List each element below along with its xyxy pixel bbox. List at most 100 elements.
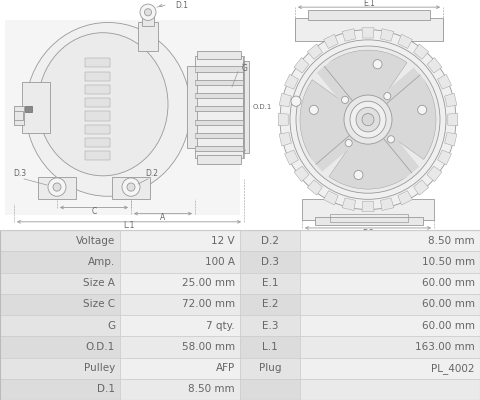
Text: D.1: D.1 [175, 1, 188, 10]
Circle shape [345, 140, 352, 147]
Circle shape [290, 40, 446, 199]
Bar [195, 56, 243, 158]
Circle shape [122, 178, 140, 196]
Wedge shape [384, 80, 436, 160]
Bar [300, 358, 480, 379]
Bar [22, 82, 50, 133]
Bar [142, 13, 154, 26]
Bar [14, 112, 23, 120]
Text: 58.00 mm: 58.00 mm [182, 342, 235, 352]
Bar [85, 98, 110, 107]
Bar [240, 230, 300, 251]
Bar [240, 294, 300, 315]
Circle shape [144, 9, 152, 16]
Circle shape [354, 170, 363, 180]
Bar [0, 251, 120, 272]
Bar [330, 214, 408, 222]
Text: Size A: Size A [83, 278, 115, 288]
Text: D.3: D.3 [13, 169, 26, 178]
Bar [0, 379, 120, 400]
Circle shape [350, 101, 386, 138]
Circle shape [309, 105, 318, 114]
Bar [315, 217, 423, 225]
Text: Size C: Size C [83, 299, 115, 309]
Polygon shape [294, 166, 309, 182]
Circle shape [384, 92, 391, 100]
Polygon shape [414, 180, 429, 195]
Text: G: G [107, 321, 115, 331]
Text: D.3: D.3 [261, 257, 279, 267]
Polygon shape [381, 29, 394, 41]
Bar [300, 294, 480, 315]
Bar [85, 151, 110, 160]
Bar [300, 315, 480, 336]
Text: E.1: E.1 [262, 278, 278, 288]
Bar [195, 80, 243, 85]
Bar [0, 272, 120, 294]
Circle shape [140, 4, 156, 20]
Text: 7 qty.: 7 qty. [206, 321, 235, 331]
Text: E.3: E.3 [262, 321, 278, 331]
Text: 100 A: 100 A [205, 257, 235, 267]
Circle shape [280, 30, 456, 210]
Bar [240, 358, 300, 379]
Circle shape [344, 95, 392, 144]
Polygon shape [414, 44, 429, 59]
Text: A: A [160, 213, 166, 222]
Polygon shape [285, 74, 299, 89]
Wedge shape [329, 136, 407, 189]
Bar [195, 120, 243, 125]
Bar [240, 251, 300, 272]
Polygon shape [342, 29, 356, 41]
Bar [300, 272, 480, 294]
Circle shape [373, 60, 382, 69]
Bar [0, 336, 120, 358]
Polygon shape [398, 34, 412, 48]
Text: 8.50 mm: 8.50 mm [428, 236, 475, 246]
Bar [197, 51, 241, 59]
Text: Amp.: Amp. [88, 257, 115, 267]
Polygon shape [427, 58, 442, 73]
Circle shape [296, 46, 440, 193]
Circle shape [48, 178, 66, 196]
Polygon shape [278, 114, 288, 126]
Bar [85, 72, 110, 81]
Text: Pulley: Pulley [84, 363, 115, 373]
Text: L.1: L.1 [262, 342, 278, 352]
Bar [85, 125, 110, 134]
Polygon shape [444, 93, 457, 107]
Bar [120, 336, 240, 358]
Text: D.2: D.2 [261, 236, 279, 246]
Bar [0, 315, 120, 336]
Bar [240, 379, 300, 400]
Text: O.D.1: O.D.1 [86, 342, 115, 352]
Text: 60.00 mm: 60.00 mm [422, 299, 475, 309]
Polygon shape [438, 74, 452, 89]
Polygon shape [427, 166, 442, 182]
Bar [14, 106, 24, 125]
Bar [120, 294, 240, 315]
Wedge shape [300, 80, 352, 160]
Bar [302, 199, 434, 220]
Bar [300, 379, 480, 400]
Bar [243, 61, 249, 153]
Bar [120, 358, 240, 379]
Circle shape [341, 96, 348, 104]
Bar [240, 336, 300, 358]
Bar [0, 230, 120, 251]
Bar [197, 155, 241, 164]
Bar [240, 315, 300, 336]
Circle shape [53, 183, 61, 191]
Ellipse shape [25, 22, 191, 196]
Polygon shape [398, 191, 412, 205]
Text: D.1: D.1 [97, 384, 115, 394]
Bar [295, 18, 443, 41]
Bar [120, 230, 240, 251]
Circle shape [418, 105, 427, 114]
Bar [112, 177, 150, 199]
Polygon shape [279, 93, 291, 107]
Bar [308, 10, 430, 20]
Text: AFP: AFP [216, 363, 235, 373]
Text: E.2: E.2 [362, 228, 374, 238]
Text: 12 V: 12 V [211, 236, 235, 246]
